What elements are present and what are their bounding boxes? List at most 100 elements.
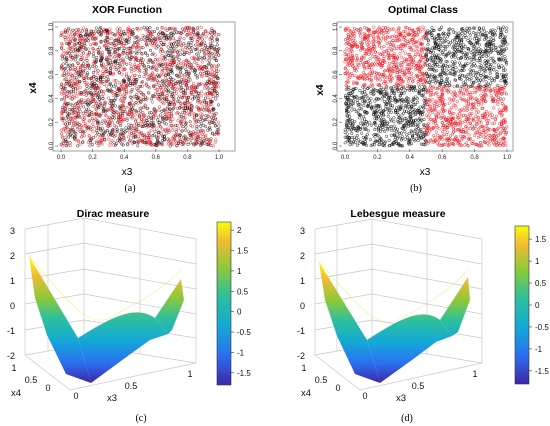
scatter-point [181, 30, 185, 34]
scatter-point [171, 142, 175, 146]
scatter-point [100, 52, 104, 56]
scatter-point [154, 109, 158, 113]
scatter-point [196, 54, 200, 58]
scatter-point [152, 42, 156, 46]
scatter-point [84, 48, 88, 52]
scatter-point [60, 32, 64, 36]
scatter-point [216, 103, 221, 107]
scatter-point [174, 82, 178, 86]
scatter-point [116, 86, 121, 91]
scatter-point [134, 56, 138, 60]
scatter-point [125, 112, 130, 116]
scatter-point [215, 75, 219, 79]
scatter-point [175, 40, 179, 44]
scatter-point [135, 26, 139, 30]
scatter-point [186, 142, 190, 146]
scatter-point [94, 100, 98, 104]
scatter-point [84, 74, 88, 78]
scatter-point [106, 40, 110, 44]
scatter-point [117, 54, 122, 58]
scatter-point [176, 99, 180, 104]
scatter-point [210, 27, 214, 31]
scatter-point [90, 92, 94, 96]
scatter-point [184, 122, 188, 126]
scatter-point [162, 134, 166, 138]
scatter-point [168, 110, 172, 114]
scatter-point [167, 77, 171, 82]
scatter-point [200, 56, 204, 60]
scatter-point [187, 61, 191, 65]
scatter-point [166, 90, 170, 94]
scatter-point [158, 50, 163, 54]
scatter-point [166, 34, 170, 38]
scatter-point [104, 40, 108, 44]
scatter-point [105, 128, 109, 133]
scatter-point [159, 83, 163, 87]
scatter-point [106, 61, 110, 65]
scatter-point [114, 43, 118, 47]
scatter-point [166, 137, 170, 141]
scatter-point [138, 70, 142, 74]
scatter-point [208, 72, 212, 76]
scatter-point [107, 55, 111, 59]
scatter-point [116, 30, 120, 34]
scatter-point [61, 110, 65, 115]
scatter-point [141, 62, 145, 66]
scatter-point [139, 120, 143, 124]
scatter-point [175, 123, 179, 128]
scatter-point [108, 124, 112, 128]
scatter-point [137, 85, 141, 89]
scatter-point [192, 135, 196, 139]
scatter-point [130, 89, 134, 93]
scatter-point [210, 36, 214, 40]
scatter-point [83, 98, 87, 102]
scatter-point [214, 67, 218, 71]
scatter-point [149, 48, 153, 52]
scatter-point [65, 126, 69, 130]
scatter-point [88, 138, 92, 142]
x-tick-label: 0.8 [183, 155, 192, 161]
scatter-point [121, 128, 125, 132]
scatter-point [201, 74, 205, 78]
scatter-point [181, 141, 186, 145]
scatter-point [180, 129, 184, 133]
scatter-point [171, 117, 175, 121]
scatter-point [81, 45, 85, 49]
scatter-point [67, 79, 71, 83]
x-tick-label: 0.6 [152, 155, 161, 161]
scatter-point [101, 97, 105, 101]
scatter-point [178, 94, 182, 98]
scatter-point [214, 97, 218, 101]
scatter-point [116, 138, 120, 142]
scatter-point [78, 126, 82, 130]
scatter-point [199, 25, 203, 29]
scatter-point [69, 49, 73, 54]
scatter-point [135, 140, 139, 144]
scatter-point [84, 33, 88, 37]
scatter-point [106, 133, 111, 137]
scatter-point [115, 89, 119, 94]
x-tick-label: 0.2 [88, 155, 97, 161]
scatter-point [80, 29, 84, 33]
scatter-point [136, 88, 140, 92]
scatter-point [116, 37, 120, 41]
scatter-point [151, 31, 155, 35]
scatter-point [107, 51, 111, 55]
scatter-point [96, 121, 100, 125]
scatter-point [63, 35, 67, 40]
scatter-point [107, 50, 112, 54]
scatter-point [71, 108, 75, 112]
scatter-point [128, 95, 132, 99]
panel-a-ylabel: x4 [28, 82, 39, 94]
panel-a-title: XOR Function [92, 4, 162, 16]
scatter-point [205, 47, 209, 51]
scatter-point [198, 118, 202, 122]
scatter-point [197, 50, 201, 54]
scatter-point [202, 137, 206, 141]
scatter-point [135, 45, 139, 49]
scatter-point [129, 65, 133, 69]
scatter-point [185, 86, 189, 90]
scatter-point [101, 109, 105, 114]
scatter-point [142, 117, 146, 121]
scatter-point [144, 72, 148, 77]
